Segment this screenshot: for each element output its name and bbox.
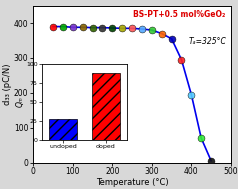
Text: BS-PT+0.5 mol%GeO₂: BS-PT+0.5 mol%GeO₂ bbox=[133, 10, 225, 19]
X-axis label: Temperature (°C): Temperature (°C) bbox=[96, 178, 169, 187]
Y-axis label: d₃₃ (pC/N): d₃₃ (pC/N) bbox=[3, 63, 12, 105]
Text: Tₐ=325°C: Tₐ=325°C bbox=[189, 37, 227, 46]
Bar bbox=[92, 73, 120, 140]
Bar bbox=[49, 119, 77, 140]
Y-axis label: Qₘ: Qₘ bbox=[15, 97, 25, 107]
